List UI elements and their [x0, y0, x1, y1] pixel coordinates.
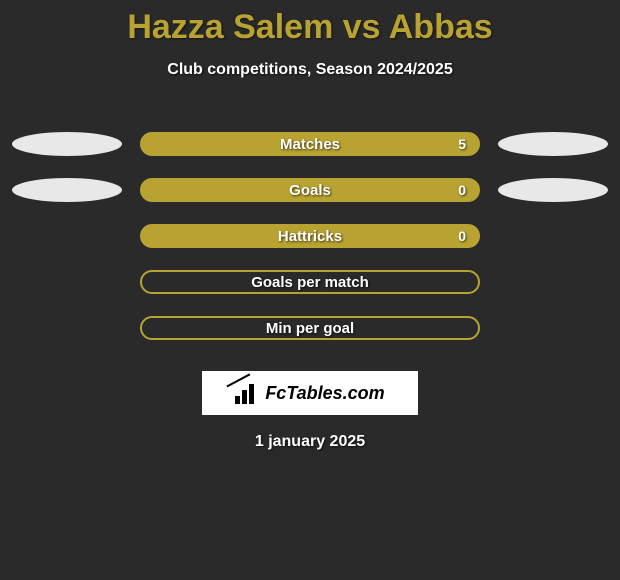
stat-pill: Hattricks 0 — [140, 224, 480, 248]
stat-row-hattricks: Hattricks 0 — [0, 213, 620, 259]
stat-pill: Goals per match — [140, 270, 480, 294]
stat-value: 0 — [458, 228, 466, 244]
stat-value: 0 — [458, 182, 466, 198]
stat-value: 5 — [458, 136, 466, 152]
left-ellipse — [12, 132, 122, 156]
stat-row-matches: Matches 5 — [0, 121, 620, 167]
bar-chart-icon — [235, 382, 261, 404]
stat-row-gpm: Goals per match — [0, 259, 620, 305]
stat-row-goals: Goals 0 — [0, 167, 620, 213]
date-label: 1 january 2025 — [0, 433, 620, 451]
left-ellipse — [12, 178, 122, 202]
stat-label: Goals — [289, 182, 331, 199]
logo-text: FcTables.com — [265, 383, 384, 404]
stat-label: Hattricks — [278, 228, 342, 245]
stat-pill: Min per goal — [140, 316, 480, 340]
stat-pill: Matches 5 — [140, 132, 480, 156]
right-ellipse — [498, 178, 608, 202]
stat-label: Matches — [280, 136, 340, 153]
stat-label: Goals per match — [251, 274, 369, 291]
page-subtitle: Club competitions, Season 2024/2025 — [0, 61, 620, 79]
stat-rows: Matches 5 Goals 0 Hattricks 0 Goals per … — [0, 121, 620, 351]
page-title: Hazza Salem vs Abbas — [0, 0, 620, 47]
logo-box: FcTables.com — [202, 371, 418, 415]
right-ellipse — [498, 132, 608, 156]
stat-row-mpg: Min per goal — [0, 305, 620, 351]
stat-pill: Goals 0 — [140, 178, 480, 202]
stat-label: Min per goal — [266, 320, 354, 337]
